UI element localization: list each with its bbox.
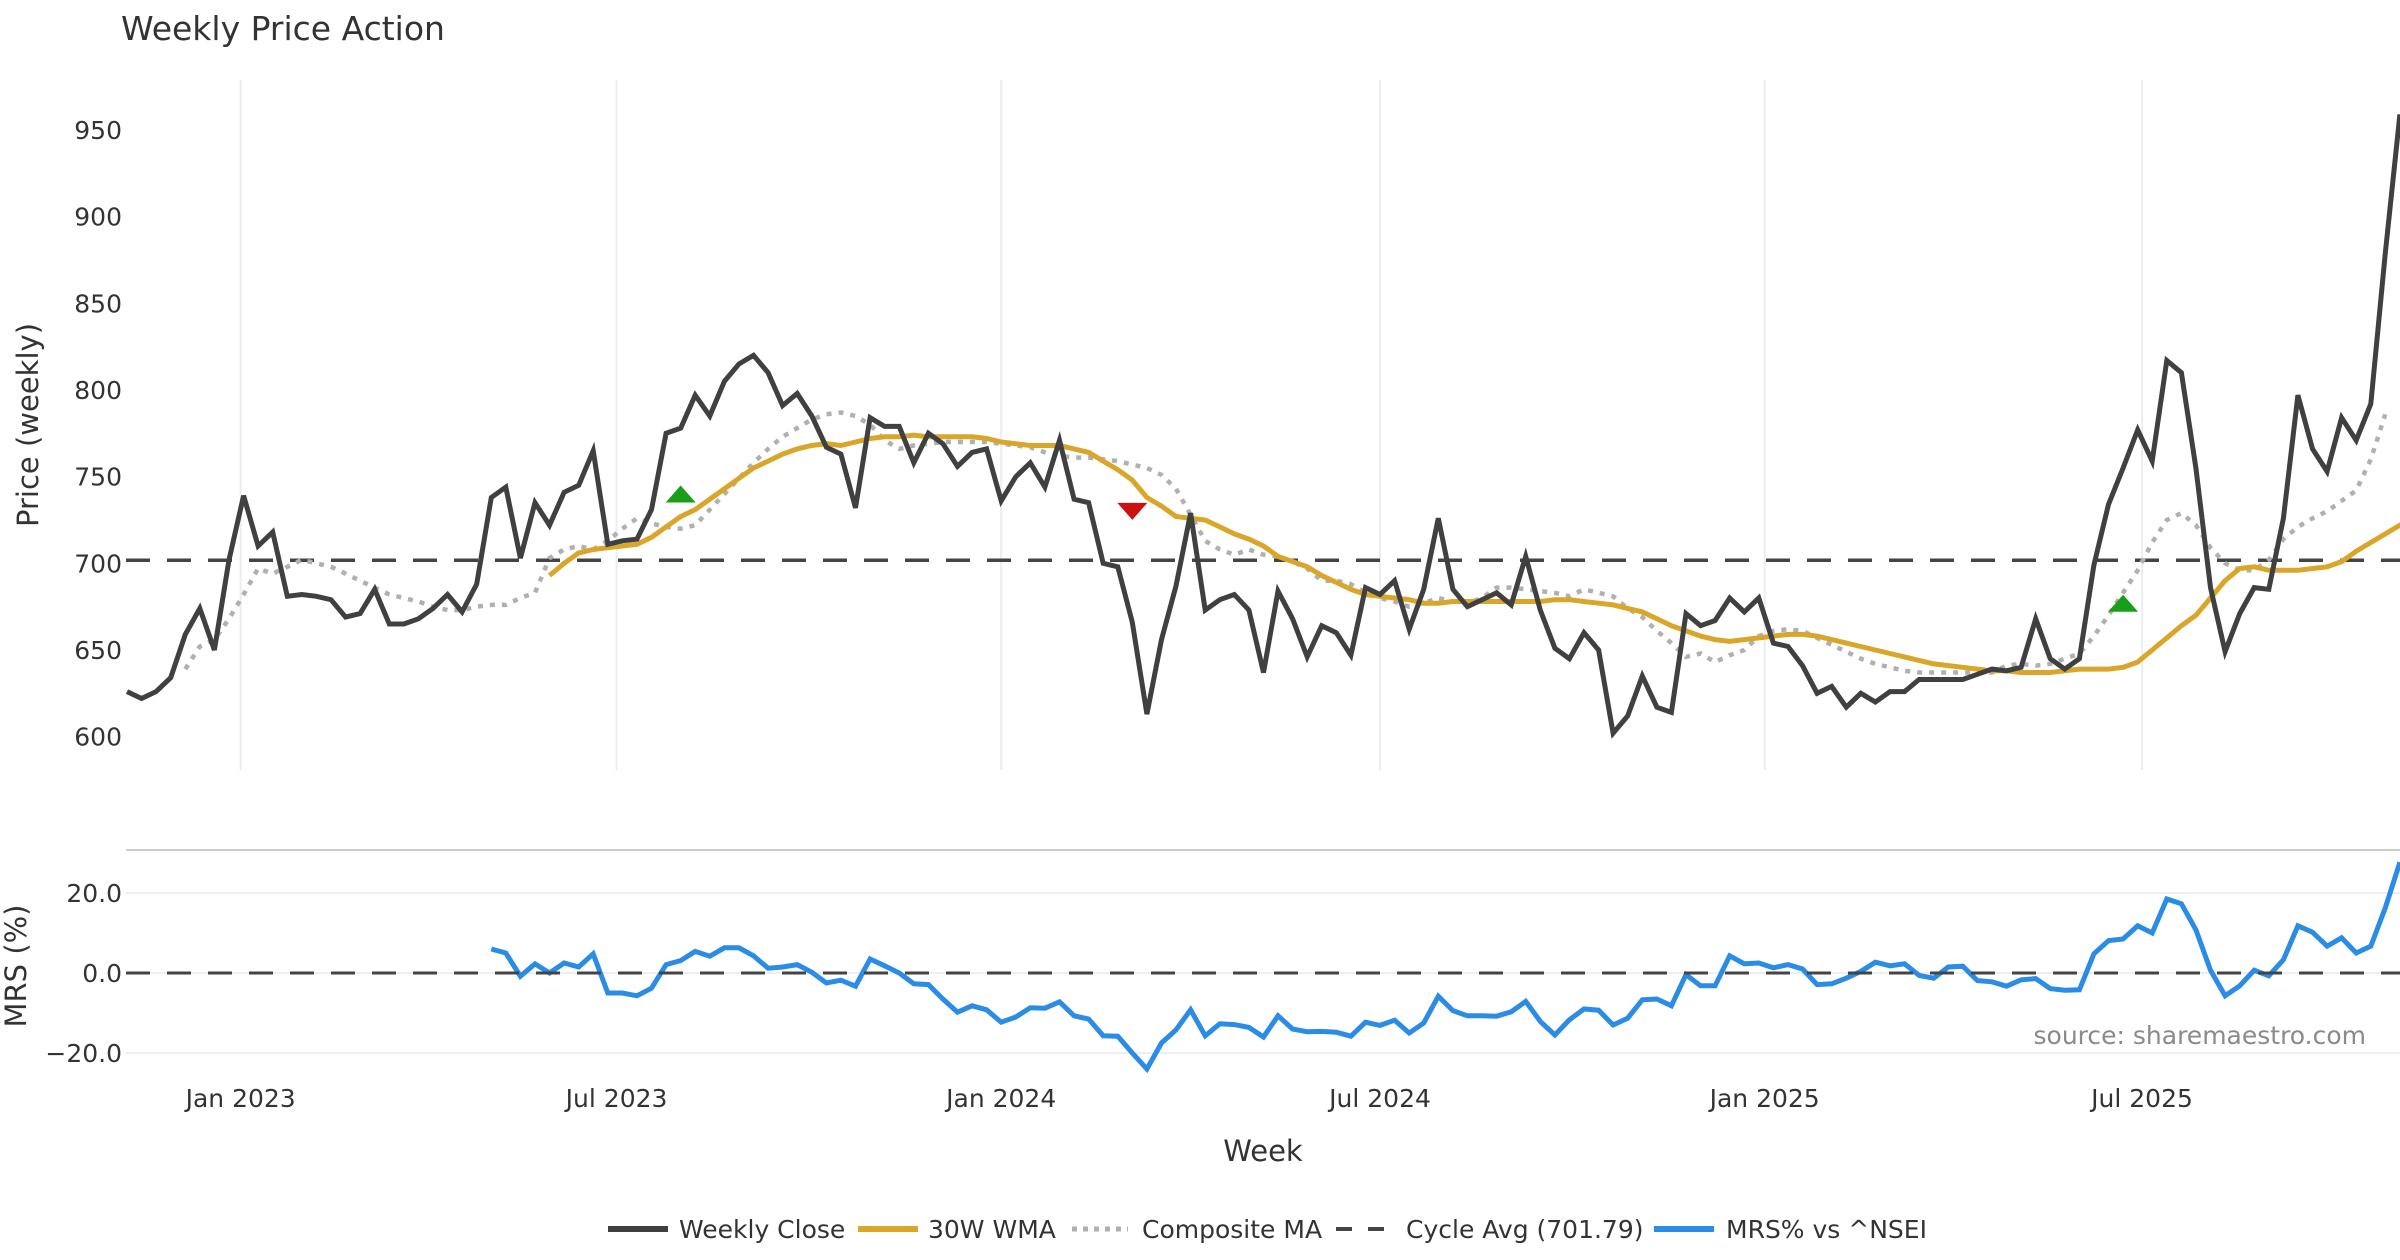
price-vertical-gridlines — [239, 80, 2144, 770]
price-y-tick-label: 700 — [74, 549, 122, 578]
x-tick-label: Jul 2025 — [2089, 1084, 2193, 1113]
price-y-ticks: 600 650 700 750 800 850 900 950 — [74, 116, 122, 752]
price-y-tick-label: 900 — [74, 203, 122, 232]
x-tick-label: Jan 2024 — [944, 1084, 1056, 1113]
price-y-tick-label: 750 — [74, 463, 122, 492]
legend-item-composite-ma[interactable]: Composite MA — [1072, 1215, 1322, 1244]
source-annotation: source: sharemaestro.com — [2034, 1021, 2367, 1050]
buy-signal-marker — [665, 485, 696, 503]
price-y-axis-label: Price (weekly) — [11, 323, 45, 527]
legend-item-weekly-close[interactable]: Weekly Close — [608, 1215, 845, 1244]
legend-item-mrs[interactable]: MRS% vs ^NSEI — [1654, 1215, 1927, 1244]
price-series — [125, 114, 2400, 739]
mrs-y-tick-label: −20.0 — [45, 1039, 122, 1068]
mrs-panel: 20.0 0.0 −20.0 MRS (%) source: sharemaestr… — [0, 861, 2400, 1074]
x-tick-label: Jul 2024 — [1327, 1084, 1431, 1113]
price-y-tick-label: 950 — [74, 116, 122, 145]
legend-label-cycle-avg: Cycle Avg (701.79) — [1406, 1215, 1644, 1244]
x-tick-label: Jul 2023 — [564, 1084, 668, 1113]
chart-title: Weekly Price Action — [121, 9, 445, 48]
signal-markers — [665, 485, 2139, 612]
buy-signal-marker — [2108, 594, 2139, 612]
legend-item-cycle-avg[interactable]: Cycle Avg (701.79) — [1336, 1215, 1644, 1244]
legend-label-30w-wma: 30W WMA — [928, 1215, 1056, 1244]
price-panel: 600 650 700 750 800 850 900 950 Price (weekly) — [11, 80, 2400, 770]
mrs-y-ticks: 20.0 0.0 −20.0 — [45, 879, 122, 1068]
series-mrs — [490, 861, 2400, 1074]
legend-label-mrs: MRS% vs ^NSEI — [1726, 1215, 1927, 1244]
x-tick-label: Jan 2025 — [1708, 1084, 1820, 1113]
price-y-tick-label: 800 — [74, 376, 122, 405]
x-ticks: Jan 2023 Jul 2023 Jan 2024 Jul 2024 Jan 2025… — [184, 1084, 2193, 1113]
mrs-y-tick-label: 20.0 — [66, 879, 122, 908]
legend-label-composite-ma: Composite MA — [1142, 1215, 1322, 1244]
legend-item-30w-wma[interactable]: 30W WMA — [858, 1215, 1056, 1244]
legend: Weekly Close 30W WMA Composite MA Cycle … — [608, 1215, 1927, 1244]
mrs-y-axis-label: MRS (%) — [0, 905, 33, 1028]
price-y-tick-label: 850 — [74, 289, 122, 318]
sell-signal-marker — [1117, 502, 1148, 520]
x-tick-label: Jan 2023 — [184, 1084, 296, 1113]
legend-label-weekly-close: Weekly Close — [679, 1215, 845, 1244]
mrs-series — [126, 861, 2400, 1074]
price-y-tick-label: 650 — [74, 636, 122, 665]
mrs-y-tick-label: 0.0 — [82, 959, 122, 988]
series-weekly-close — [125, 114, 2400, 739]
x-axis-label: Week — [1223, 1134, 1303, 1168]
price-y-tick-label: 600 — [74, 723, 122, 752]
